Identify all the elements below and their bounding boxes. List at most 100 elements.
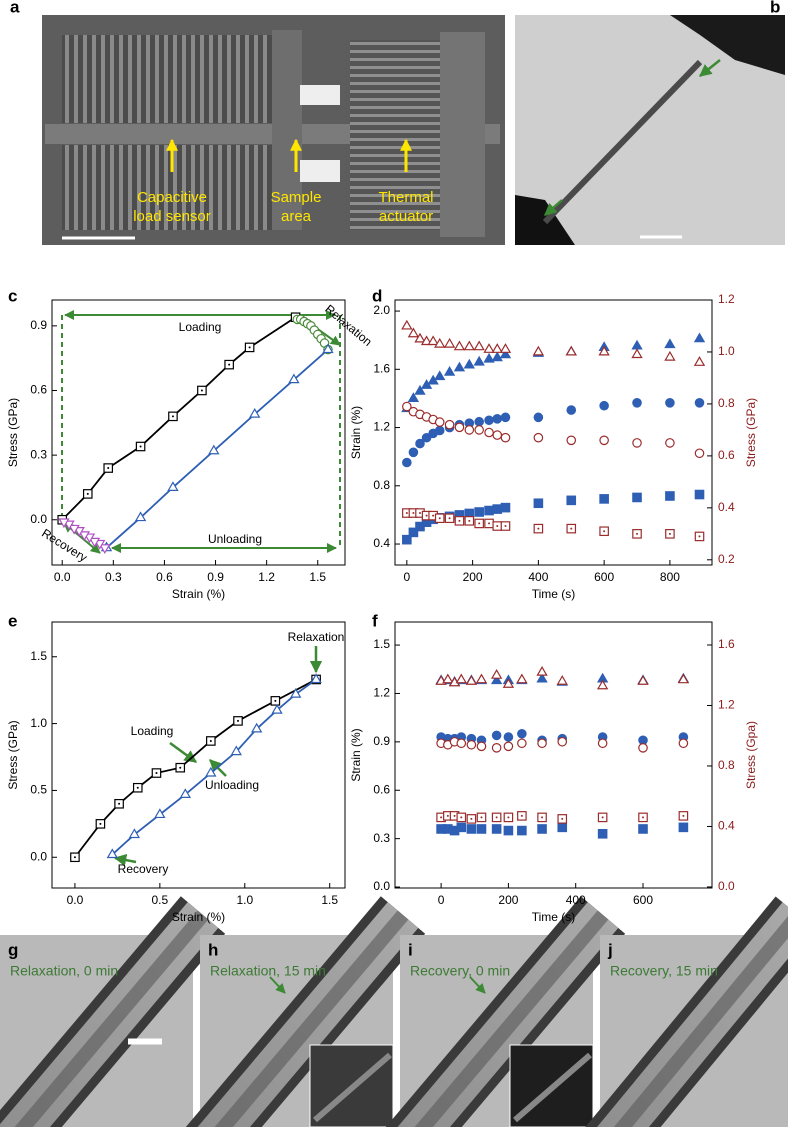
point <box>483 352 495 363</box>
chart: 0.0 0.5 1.0 1.5 0.0 0.5 1.0 1.5 Strain (%) Stress… <box>6 611 346 924</box>
panel-label: e <box>8 611 17 630</box>
plot-frame <box>51 299 346 566</box>
point <box>665 438 675 448</box>
point <box>566 495 577 506</box>
point-center <box>73 856 76 859</box>
point <box>465 675 478 685</box>
y2-tick-label: 1.2 <box>718 698 735 712</box>
point <box>492 504 503 514</box>
inset-detail <box>313 1052 392 1123</box>
point <box>310 673 322 684</box>
point-center <box>453 814 456 817</box>
point-center <box>448 517 451 520</box>
panel-e-arrows <box>113 646 323 867</box>
tem-panels: g Relaxation, 0 min h Relaxation, 15 min i Re… <box>0 896 788 1127</box>
point-center <box>155 772 158 775</box>
point <box>517 728 527 739</box>
point <box>443 365 456 376</box>
y-axis-label: Stress (GPa) <box>6 398 20 467</box>
point <box>290 687 302 698</box>
point-center <box>642 816 645 819</box>
annotation: Sample <box>271 189 322 206</box>
y-tick-label: 1.2 <box>373 420 390 434</box>
point-center <box>432 514 435 517</box>
y-tick-label: 0.0 <box>373 879 390 893</box>
point-center <box>179 766 182 769</box>
point <box>443 337 456 348</box>
point <box>134 511 147 522</box>
point-center <box>236 719 239 722</box>
x-tick-label: 200 <box>498 893 518 907</box>
panel-label: d <box>372 286 382 305</box>
point-center <box>601 816 604 819</box>
comb <box>62 35 272 123</box>
point <box>442 673 454 684</box>
caption: Recovery, 0 min <box>410 963 510 979</box>
tem-panel: g Relaxation, 0 min <box>0 896 226 1127</box>
point <box>500 432 511 443</box>
point-center <box>200 389 203 392</box>
point-center <box>496 525 499 528</box>
point <box>484 427 494 438</box>
point <box>631 348 643 359</box>
point-center <box>541 816 544 819</box>
tem-panel: i Recovery, 0 min <box>385 896 626 1127</box>
x-axis-label: Strain (%) <box>172 587 225 601</box>
panel-label: c <box>8 286 17 305</box>
annotation: Unloading <box>205 778 259 792</box>
point-center <box>520 814 523 817</box>
point-center <box>636 532 639 535</box>
point <box>492 430 503 440</box>
line <box>61 316 297 521</box>
x-tick-label: 1.5 <box>309 570 326 584</box>
annotation: Relaxation <box>322 302 374 349</box>
chart: 0.0 0.3 0.6 0.9 1.2 1.5 0.0 0.3 0.6 0.9 Strain (%)… <box>6 286 375 601</box>
x-tick-label: 0.5 <box>152 893 169 907</box>
point <box>638 743 648 753</box>
point <box>599 435 609 446</box>
point <box>503 741 514 752</box>
inset-detail <box>513 1052 592 1123</box>
arrow <box>169 741 198 764</box>
x-axis-label: Strain (%) <box>172 910 225 924</box>
line <box>111 678 317 856</box>
y2-axis-label: Stress (GPa) <box>744 398 758 467</box>
actuator <box>350 40 440 230</box>
point <box>456 822 467 833</box>
point <box>464 425 475 435</box>
panel-label: h <box>208 940 218 959</box>
point <box>693 356 706 366</box>
point <box>68 524 80 535</box>
y-tick-label: 0.9 <box>373 734 390 748</box>
panel-label: f <box>372 611 378 630</box>
point <box>483 343 495 353</box>
point <box>88 537 101 548</box>
nanowire <box>542 59 703 225</box>
plot-frame <box>394 621 713 889</box>
point <box>500 502 511 513</box>
point <box>474 416 484 427</box>
point-center <box>274 699 277 702</box>
annotation: Loading <box>179 320 222 334</box>
point <box>490 668 503 679</box>
point <box>677 673 690 684</box>
point-center <box>470 817 473 820</box>
panel-a: Capacitive load sensor Sample area Therm… <box>10 0 505 245</box>
point <box>500 412 511 423</box>
y-tick-label: 0.6 <box>30 383 47 397</box>
panel-label: g <box>8 940 18 959</box>
point <box>476 741 487 752</box>
point-center <box>425 514 428 517</box>
point <box>694 489 705 500</box>
point <box>597 738 608 749</box>
nanowire-core <box>414 910 609 1127</box>
x-axis-label: Time (s) <box>532 587 576 601</box>
point <box>632 397 642 408</box>
y-tick-label: 0.3 <box>373 831 390 845</box>
point <box>533 432 544 443</box>
annotation: Relaxation <box>288 630 345 644</box>
point-center <box>468 519 471 522</box>
caption: Relaxation, 15 min <box>210 963 326 979</box>
point-center <box>668 532 671 535</box>
